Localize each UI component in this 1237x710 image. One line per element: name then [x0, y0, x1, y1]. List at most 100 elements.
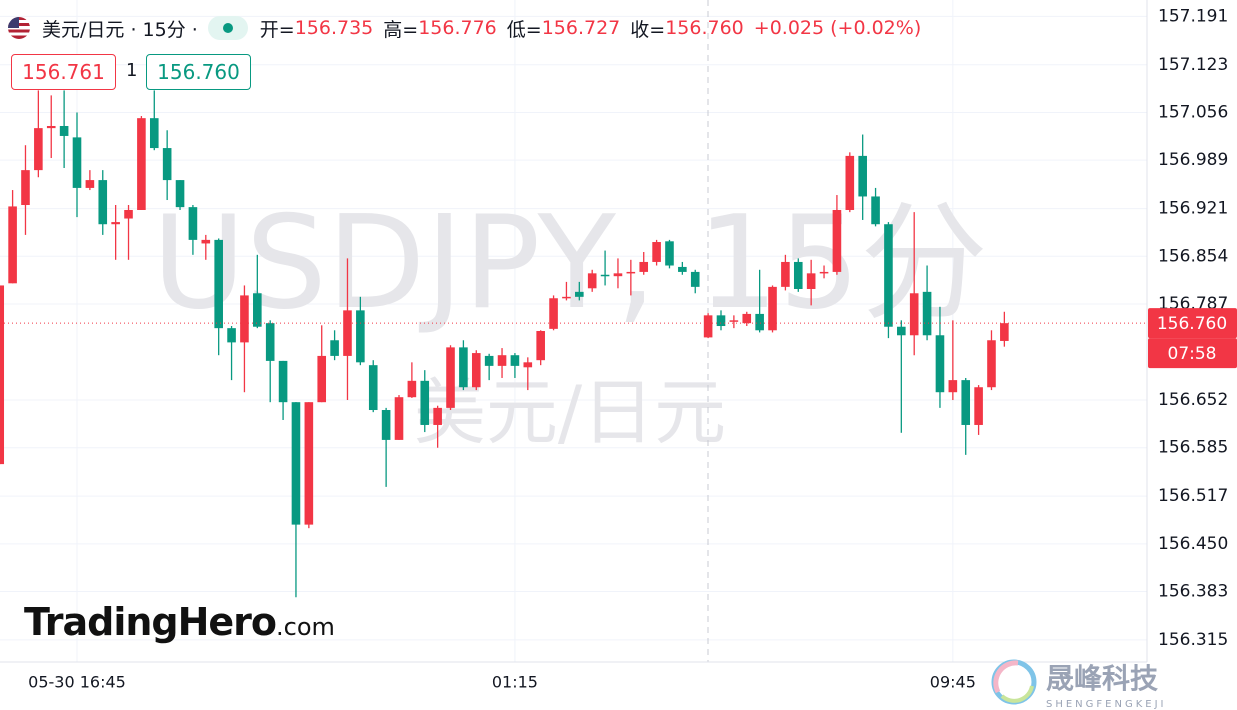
candle-body — [587, 273, 597, 289]
symbol: 美元/日元 · 15分 · — [42, 18, 198, 41]
candle-body — [253, 293, 262, 327]
spread: 1 — [126, 60, 138, 81]
candle-body — [72, 137, 82, 188]
candle-body — [536, 331, 545, 361]
candle-body — [304, 402, 314, 525]
brand-cn: 晟峰科技 — [1046, 662, 1158, 695]
candle-body — [317, 355, 327, 403]
flag-icon — [8, 17, 30, 39]
y-tick-label: 157.191 — [1158, 6, 1228, 26]
candle-body — [394, 397, 404, 440]
countdown-box — [1148, 338, 1237, 369]
candle-body — [626, 271, 636, 274]
y-tick-label: 157.123 — [1158, 55, 1228, 75]
logo-arc — [1000, 685, 1034, 703]
candle-body — [729, 320, 739, 322]
ohlc-label: 低= — [506, 18, 542, 41]
candle-body — [987, 340, 996, 388]
y-tick-label: 156.383 — [1158, 582, 1228, 602]
ohlc-value: 156.727 — [541, 17, 621, 39]
y-tick-label: 156.315 — [1158, 630, 1228, 650]
candle-body — [85, 180, 95, 188]
candle-body — [471, 353, 481, 388]
candle-body — [0, 285, 5, 465]
candle-body — [330, 340, 339, 356]
candle-body — [690, 271, 700, 287]
candle-body — [897, 326, 906, 336]
candle-body — [214, 239, 223, 329]
candle-body — [446, 347, 455, 408]
brand-logo: TradingHero.com — [24, 600, 335, 644]
candle-body — [716, 315, 726, 327]
candle-body — [484, 355, 494, 366]
ohlc-label: 高= — [383, 18, 419, 41]
candle-body — [768, 286, 777, 331]
candle-body — [755, 313, 764, 331]
ohlc-label: 开= — [259, 18, 295, 41]
candle-body — [175, 180, 185, 208]
candle-body — [832, 209, 842, 272]
ask-box[interactable]: 156.760 — [146, 54, 251, 90]
candle-body — [124, 209, 133, 219]
candle-body — [201, 239, 211, 244]
sf-logo: 晟峰科技 SHENGFENGKEJI — [991, 659, 1167, 710]
ohlc-value: 156.760 — [665, 17, 744, 39]
brand-suffix: .com — [276, 613, 335, 641]
y-tick-label: 156.921 — [1158, 199, 1228, 219]
candle-body — [21, 170, 30, 206]
bid-box[interactable]: 156.761 — [11, 54, 116, 90]
candle-body — [678, 266, 687, 272]
y-tick-label: 156.450 — [1158, 534, 1228, 554]
x-tick-label: 05-30 16:45 — [28, 673, 126, 692]
candle-body — [291, 402, 301, 525]
ohlc-label: 收= — [630, 18, 666, 41]
candle-body — [845, 155, 855, 210]
brand-pinyin: SHENGFENGKEJI — [1046, 699, 1167, 710]
candle-body — [34, 128, 43, 171]
candle-body — [162, 148, 172, 181]
candle-body — [111, 222, 120, 225]
y-tick-label: 156.585 — [1158, 438, 1228, 458]
candle-body — [46, 125, 56, 129]
candle-body — [935, 335, 945, 393]
candle-body — [137, 118, 146, 210]
candle-body — [523, 362, 533, 368]
candle-body — [510, 355, 520, 366]
x-tick-label: 09:45 — [930, 673, 976, 692]
candle-body — [858, 155, 867, 197]
candle-body — [433, 407, 442, 425]
candle-body — [600, 274, 610, 277]
candle-body — [742, 313, 752, 324]
candle-body — [665, 241, 674, 266]
logo-arc — [993, 660, 1019, 694]
candle-body — [549, 298, 558, 329]
candle-body — [793, 261, 803, 290]
candle-body — [1000, 323, 1009, 341]
candle-body — [806, 273, 816, 290]
candle-body — [871, 196, 880, 225]
candle-body — [356, 310, 365, 363]
candle-body — [265, 323, 275, 361]
status-pill[interactable] — [207, 16, 248, 40]
y-tick-label: 156.652 — [1158, 390, 1228, 410]
candle-body — [961, 380, 971, 425]
candle-body — [948, 380, 958, 393]
ohlc-value: 156.735 — [294, 17, 374, 39]
candle-body — [613, 273, 623, 277]
candle-body — [703, 315, 713, 338]
candles — [0, 90, 1009, 598]
candle-body — [368, 365, 378, 411]
candle-body — [922, 291, 932, 336]
candle-body — [974, 387, 983, 425]
candle-body — [278, 360, 288, 403]
last-price-label: 156.760 — [1157, 314, 1227, 334]
candle-body — [98, 180, 108, 225]
x-tick-label: 01:15 — [492, 673, 538, 692]
candle-body — [407, 380, 417, 398]
y-tick-label: 156.854 — [1158, 246, 1228, 266]
candle-body — [343, 310, 352, 356]
candle-body — [639, 261, 649, 272]
candle-body — [562, 296, 571, 299]
